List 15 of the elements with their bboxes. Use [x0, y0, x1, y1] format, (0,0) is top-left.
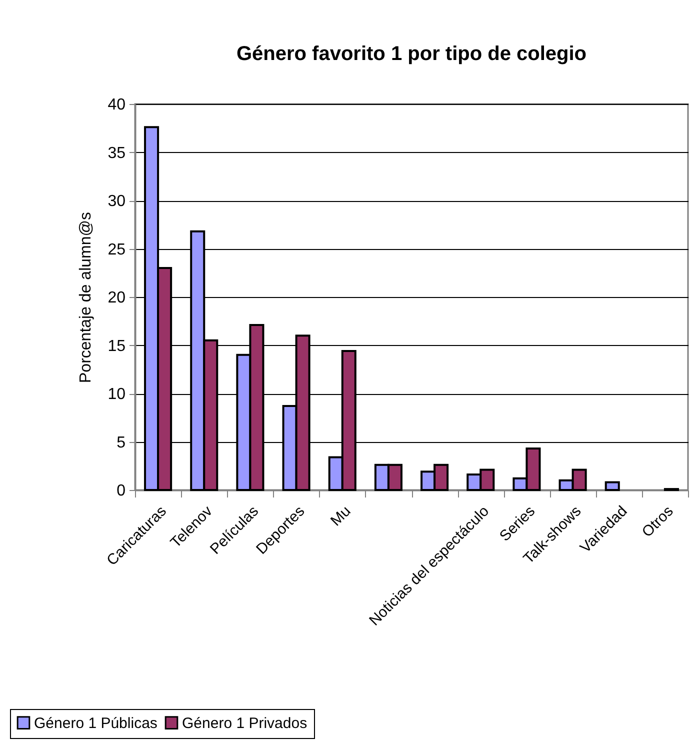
- y-tick-label: 5: [116, 434, 126, 452]
- y-tick-label: 40: [108, 96, 126, 114]
- y-tick-label: 25: [108, 241, 126, 258]
- bar: [604, 481, 620, 491]
- y-tick-label: 30: [108, 193, 126, 210]
- y-tick-label: 35: [108, 144, 126, 162]
- y-tick-label: 20: [108, 290, 126, 306]
- y-tick-label: 10: [108, 386, 126, 403]
- legend-label: Género 1 Públicas: [34, 714, 158, 732]
- y-tick-label: 15: [108, 338, 126, 355]
- legend-label: Género 1 Privados: [182, 714, 308, 732]
- x-tick-label: Mu: [327, 502, 354, 530]
- y-axis-title: Porcentaje de alumn@s: [78, 212, 95, 383]
- chart-title: Género favorito 1 por tipo de colegio: [236, 43, 587, 65]
- y-tick-label: 0: [116, 482, 126, 500]
